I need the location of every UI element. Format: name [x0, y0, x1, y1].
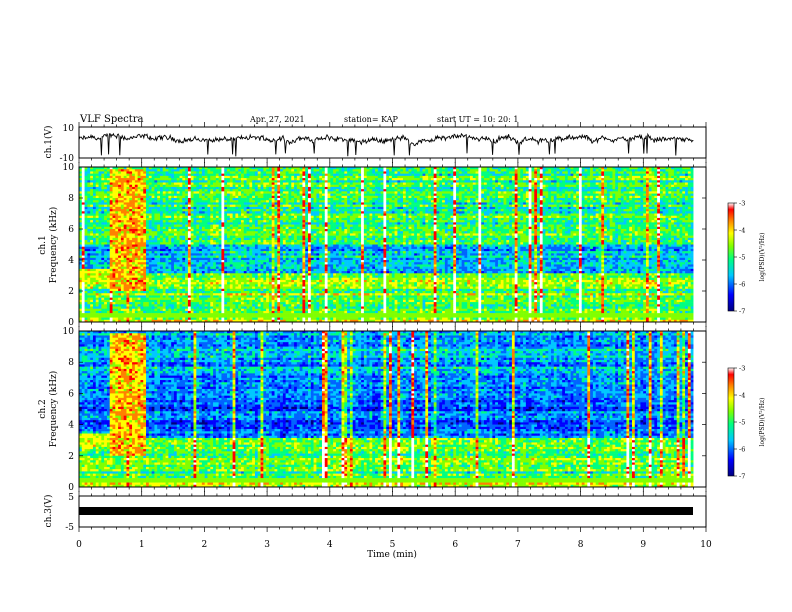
ch1-waveform-line: [79, 134, 693, 157]
time-tick-label: 9: [640, 540, 646, 550]
ch1-colorbar-ticks: -3 -4 -5 -6 -7: [734, 200, 745, 316]
colorbar-tick-label: -5: [739, 419, 745, 427]
frequency-tick-label: 6: [68, 225, 74, 235]
ch1-waveform-frame: [79, 127, 706, 158]
frequency-tick-label: 4: [68, 256, 74, 266]
frequency-tick-label: 2: [68, 287, 74, 297]
colorbar-tick-label: -5: [739, 254, 745, 262]
time-tick-label: 0: [76, 540, 82, 550]
frequency-tick-label: 8: [68, 194, 74, 204]
date-label: Apr. 27, 2021: [249, 115, 305, 124]
time-axis-label: Time (min): [367, 549, 417, 560]
colorbar-tick-label: -3: [739, 200, 745, 208]
colorbar-tick-label: -6: [739, 281, 745, 289]
ch2-spectrogram-heatmap: [79, 331, 706, 487]
ch2-spectrogram-panel: 0 2 4 6 8 10 ch.2 Frequency (kHz): [38, 326, 706, 493]
ch1-spectrogram-ylabel-channel: ch.1: [38, 235, 48, 254]
ch2-colorbar: -3 -4 -5 -6 -7 log(PSD)(V²/Hz): [728, 365, 766, 481]
frequency-tick-label: 6: [68, 389, 74, 399]
station-label: station= KAP: [344, 115, 399, 124]
time-tick-label: 5: [390, 540, 396, 550]
frequency-tick-label: 10: [63, 163, 75, 173]
ch2-spectrogram-ylabel-frequency: Frequency (kHz): [48, 371, 59, 448]
ch1-waveform-ticks: [79, 122, 706, 163]
ch1-colorbar: -3 -4 -5 -6 -7 log(PSD)(V²/Hz): [728, 200, 766, 316]
frequency-tick-label: 4: [68, 421, 74, 431]
time-axis-tick-labels: 0 1 2 3 4 5 6 7 8 9 10: [76, 540, 712, 550]
ch2-colorbar-scale: [728, 368, 734, 476]
time-tick-label: 1: [139, 540, 145, 550]
time-tick-label: 4: [327, 540, 333, 550]
ch1-spectrogram-heatmap: [79, 167, 706, 322]
frequency-tick-label: 0: [68, 483, 74, 493]
time-tick-label: 8: [578, 540, 584, 550]
vlf-spectra-figure: VLF Spectra Apr. 27, 2021 station= KAP s…: [0, 0, 792, 612]
time-tick-label: 10: [700, 540, 712, 550]
ch1-colorbar-label: log(PSD)(V²/Hz): [759, 233, 766, 282]
time-tick-label: 7: [515, 540, 521, 550]
ch2-colorbar-ticks: -3 -4 -5 -6 -7: [734, 365, 745, 481]
colorbar-tick-label: -4: [739, 227, 745, 235]
ch3-waveform-panel: 5 -5 ch.3(V): [43, 491, 706, 533]
time-tick-label: 6: [452, 540, 458, 550]
ch2-colorbar-label: log(PSD)(V²/Hz): [759, 398, 766, 447]
start-time-label: start UT = 10: 20: 1: [437, 115, 518, 124]
ch2-spectrogram-ylabel-channel: ch.2: [38, 399, 48, 418]
ch3-waveform-band: [79, 507, 693, 515]
ch1-colorbar-scale: [728, 203, 734, 311]
colorbar-tick-label: -6: [739, 446, 745, 454]
colorbar-tick-label: -7: [739, 473, 745, 481]
frequency-tick-label: 8: [68, 358, 74, 368]
colorbar-tick-label: -3: [739, 365, 745, 373]
chart-title: VLF Spectra: [79, 114, 144, 125]
ch1-waveform-ylabel: ch.1(V): [43, 126, 54, 159]
ch3-ytick-top: 5: [68, 493, 74, 503]
ch1-ytick-top: 10: [63, 124, 75, 134]
frequency-tick-label: 10: [63, 327, 75, 337]
colorbar-tick-label: -4: [739, 392, 745, 400]
ch1-waveform-panel: 10 -10 ch.1(V): [43, 122, 706, 164]
frequency-tick-label: 2: [68, 452, 74, 462]
time-tick-label: 2: [202, 540, 208, 550]
ch3-waveform-ylabel: ch.3(V): [43, 495, 54, 528]
ch1-spectrogram-ylabel-frequency: Frequency (kHz): [48, 207, 59, 284]
colorbar-tick-label: -7: [739, 308, 745, 316]
ch3-ytick-bottom: -5: [65, 523, 74, 533]
time-tick-label: 3: [264, 540, 270, 550]
